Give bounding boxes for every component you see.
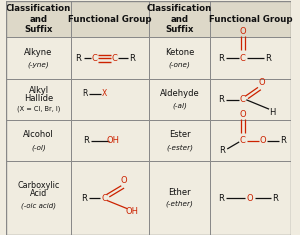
Bar [7,120,70,161]
Text: Functional Group: Functional Group [68,15,152,24]
Bar [7,1,70,37]
Text: R: R [266,54,272,63]
Bar [70,161,149,235]
Bar [149,120,210,161]
Text: O: O [260,136,266,145]
Text: (-ester): (-ester) [166,144,193,151]
Bar [210,161,291,235]
Text: Classification
and
Suffix: Classification and Suffix [147,4,212,34]
Bar [149,161,210,235]
Text: OH: OH [125,207,138,215]
Bar [210,1,291,37]
Text: Alcohol: Alcohol [23,130,54,139]
Text: Alkyne: Alkyne [24,48,53,57]
Bar [70,37,149,79]
Text: C: C [240,136,246,145]
Bar [149,37,210,79]
Text: O: O [240,27,246,36]
Text: Carboxylic: Carboxylic [17,181,60,190]
Bar [70,79,149,120]
Text: (-al): (-al) [172,102,187,109]
Text: (X = Cl, Br, I): (X = Cl, Br, I) [17,106,60,112]
Text: O: O [258,78,265,87]
Text: C: C [112,54,118,63]
Text: (-one): (-one) [169,62,190,68]
Text: C: C [101,194,107,203]
Text: O: O [246,194,253,203]
Text: R: R [129,54,135,63]
Text: H: H [270,108,276,117]
Bar [7,37,70,79]
Text: R: R [81,194,87,203]
Text: (-ol): (-ol) [31,144,46,151]
Text: Ketone: Ketone [165,48,194,57]
Text: R: R [76,54,82,63]
Text: R: R [218,54,224,63]
Text: Functional Group: Functional Group [209,15,292,24]
Bar [210,79,291,120]
Text: C: C [240,95,246,104]
Text: OH: OH [106,136,119,145]
Text: Ester: Ester [169,130,190,139]
Text: X: X [101,90,107,98]
Text: Aldehyde: Aldehyde [160,90,200,98]
Text: Alkyl: Alkyl [28,86,49,95]
Text: R: R [219,146,225,155]
Text: (-yne): (-yne) [28,62,50,68]
Text: Acid: Acid [30,189,47,198]
Text: (-ether): (-ether) [166,201,194,207]
Bar [7,161,70,235]
Text: R: R [218,95,224,104]
Text: R: R [280,136,286,145]
Bar [149,79,210,120]
Text: C: C [92,54,98,63]
Bar [70,120,149,161]
Text: Hallide: Hallide [24,94,53,103]
Text: Ether: Ether [168,188,191,197]
Text: C: C [240,54,246,63]
Text: Classification
and
Suffix: Classification and Suffix [6,4,71,34]
Text: R: R [218,194,224,203]
Text: R: R [82,90,88,98]
Text: (-oic acid): (-oic acid) [21,202,56,209]
Text: O: O [121,176,128,185]
Bar [149,1,210,37]
Text: O: O [240,110,246,119]
Bar [7,79,70,120]
Bar [210,37,291,79]
Text: R: R [272,194,278,203]
Text: R: R [83,136,89,145]
Bar [210,120,291,161]
Bar [70,1,149,37]
